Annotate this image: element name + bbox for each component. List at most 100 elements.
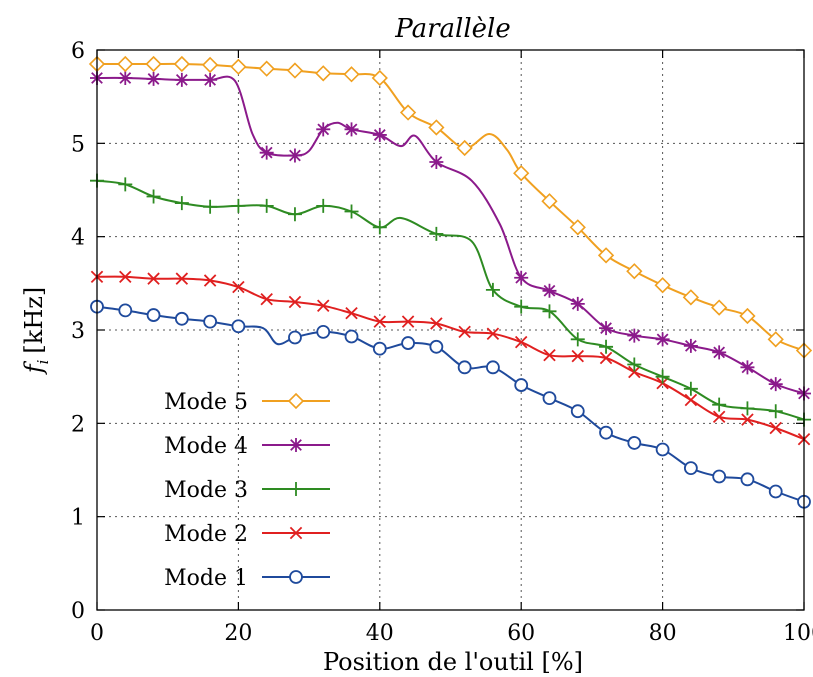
data-point [627, 328, 642, 343]
data-point [513, 165, 530, 182]
data-point [542, 391, 557, 406]
data-point [117, 55, 134, 73]
data-point [683, 338, 698, 353]
data-point [428, 119, 445, 136]
data-point [458, 325, 471, 339]
y-axis-label: fi[kHz] [20, 287, 52, 376]
data-point [173, 55, 190, 73]
data-point [203, 274, 217, 287]
data-point [231, 319, 246, 334]
data-point [599, 321, 614, 336]
data-point [712, 345, 727, 360]
data-point [316, 198, 331, 213]
data-point [288, 295, 302, 309]
data-point [486, 360, 500, 375]
data-point [231, 198, 246, 213]
legend-label: Mode 4 [164, 434, 248, 459]
y-tick-label: 4 [71, 226, 85, 251]
legend-label: Mode 1 [164, 566, 248, 591]
chart-title: Parallèle [394, 14, 510, 44]
data-point [683, 381, 698, 396]
data-point [344, 329, 359, 344]
data-point [316, 122, 331, 137]
data-point [401, 336, 415, 350]
data-point [570, 404, 585, 419]
data-point [486, 327, 500, 340]
data-point [258, 60, 275, 77]
data-point [768, 404, 783, 419]
data-point [741, 413, 754, 426]
y-tick-label: 5 [71, 132, 85, 157]
data-point [514, 378, 529, 392]
data-point [288, 330, 302, 345]
data-point [627, 436, 642, 450]
data-point [740, 401, 755, 416]
data-point [571, 349, 584, 363]
data-point [259, 145, 274, 160]
data-point [711, 299, 728, 316]
x-tick-label: 0 [90, 621, 104, 646]
data-point [174, 72, 189, 87]
x-tick-label: 20 [224, 621, 252, 646]
data-point [543, 348, 556, 362]
legend-label: Mode 5 [164, 390, 248, 415]
legend-label: Mode 3 [164, 478, 248, 503]
legend-marker [289, 482, 303, 496]
data-point [203, 72, 218, 87]
legend-marker [289, 438, 303, 452]
y-tick-label: 1 [71, 506, 85, 531]
series-mode-4 [90, 71, 811, 401]
y-tick-label: 3 [71, 319, 85, 344]
data-point [570, 296, 585, 311]
data-point [145, 55, 162, 73]
tick-layer: 0 20 40 60 80 100 0 1 2 3 4 5 6 [71, 39, 813, 646]
legend-label: Mode 2 [164, 522, 248, 547]
data-point [232, 280, 245, 294]
data-point [401, 315, 415, 328]
data-point [174, 311, 189, 326]
series-mode-1 [90, 299, 811, 509]
x-axis-label: Position de l'outil [%] [323, 648, 583, 676]
data-point [146, 308, 161, 322]
data-point [373, 315, 387, 328]
y-tick-label: 2 [71, 412, 85, 437]
data-point [147, 272, 160, 285]
data-point [372, 127, 387, 142]
data-point [429, 226, 444, 241]
data-point [597, 247, 615, 264]
data-point [315, 65, 332, 82]
data-point [628, 365, 641, 379]
data-point [712, 469, 727, 484]
data-point [569, 219, 586, 236]
data-point [654, 277, 671, 294]
data-point [541, 193, 558, 210]
data-point [344, 122, 359, 137]
data-point [399, 104, 417, 121]
x-tick-label: 40 [366, 621, 394, 646]
data-point [570, 332, 585, 347]
data-point [259, 198, 274, 213]
data-point [372, 341, 387, 356]
data-point [599, 351, 613, 365]
data-point [655, 442, 670, 457]
data-point [146, 189, 161, 204]
data-point [429, 155, 444, 169]
data-point [739, 307, 756, 325]
data-point [542, 283, 557, 298]
data-point [371, 69, 388, 87]
series-mode-5 [88, 55, 813, 359]
data-point [740, 472, 755, 487]
data-point [203, 199, 218, 214]
data-point [542, 304, 557, 319]
data-point [203, 314, 218, 329]
data-point [372, 220, 387, 235]
x-tick-label: 60 [507, 621, 535, 646]
legend: Mode 5 Mode 4 Mode 3 Mode 2 Mode 1 [164, 390, 330, 591]
data-point [201, 56, 219, 74]
data-point [287, 148, 302, 163]
data-point [175, 272, 189, 285]
data-point [118, 71, 133, 85]
data-point [682, 289, 700, 306]
legend-marker [289, 570, 303, 584]
